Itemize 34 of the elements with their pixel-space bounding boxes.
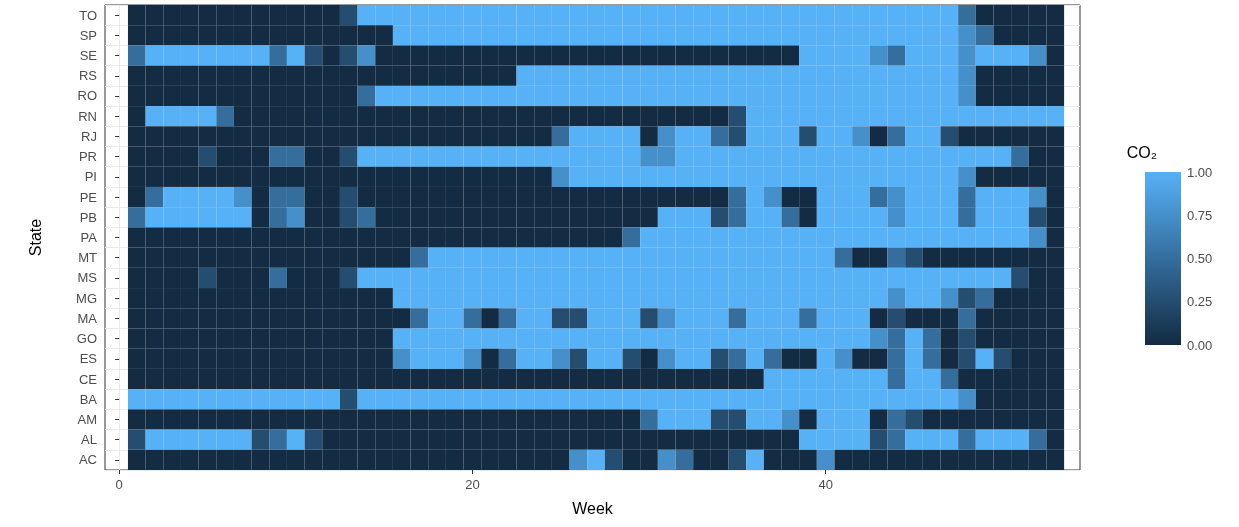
y-axis-title: State — [26, 218, 44, 257]
y-tick-label: GO — [76, 331, 97, 347]
y-tick-label: MG — [76, 290, 97, 306]
y-tick-label: TO — [79, 7, 97, 23]
y-tick-label: SE — [79, 48, 98, 64]
y-tick-label: ES — [79, 351, 98, 367]
color-bar-title: CO₂ — [1126, 143, 1157, 161]
y-tick-label: AC — [78, 452, 97, 468]
y-tick-label: PR — [78, 149, 97, 165]
y-tick-label: RN — [78, 108, 97, 124]
color-bar-label: 0.00 — [1187, 337, 1213, 353]
y-tick-label: RO — [77, 88, 97, 104]
y-tick-label: PB — [79, 209, 97, 225]
y-tick-label: CE — [78, 371, 98, 387]
y-tick-label: MT — [78, 250, 98, 266]
y-tick-label: PA — [80, 230, 98, 245]
y-tick-label: BA — [79, 391, 98, 407]
y-tick-label: MS — [77, 270, 98, 286]
color-bar-label: 0.50 — [1187, 251, 1213, 266]
y-tick-label: PI — [84, 169, 97, 185]
x-axis-title: Week — [572, 499, 614, 517]
x-tick-label: 0 — [115, 477, 123, 492]
y-tick-label: AL — [81, 432, 97, 448]
y-tick-label: PE — [79, 189, 98, 205]
y-tick-label: RJ — [81, 128, 97, 144]
y-tick-label: RS — [78, 68, 98, 84]
x-tick-label: 20 — [465, 477, 480, 492]
color-bar-label: 1.00 — [1187, 164, 1213, 180]
y-tick-label: MA — [77, 310, 98, 326]
x-tick-label: 40 — [818, 477, 833, 492]
color-bar-label: 0.25 — [1187, 294, 1213, 310]
y-tick-label: SP — [79, 27, 97, 43]
color-bar-label: 0.75 — [1187, 207, 1213, 223]
y-tick-label: AM — [77, 411, 97, 427]
